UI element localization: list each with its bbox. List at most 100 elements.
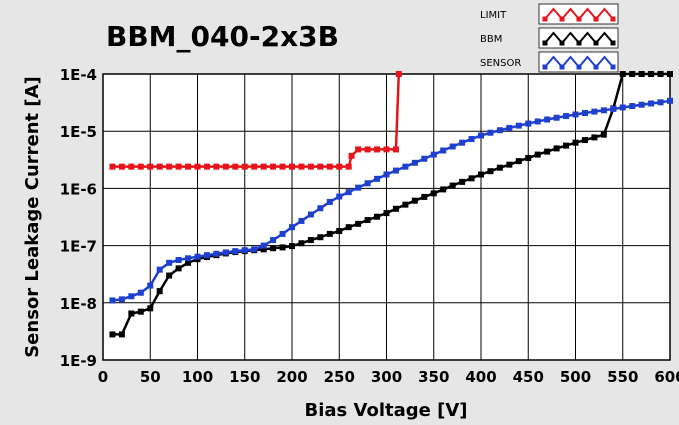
data-point-sensor [506, 124, 513, 131]
x-tick-label: 350 [418, 368, 449, 386]
data-point-sensor [185, 255, 192, 262]
data-point-bbm [449, 182, 456, 189]
x-tick-label: 150 [229, 368, 260, 386]
legend-label-bbm: BBM [480, 34, 502, 45]
data-point-sensor [260, 242, 267, 249]
data-point-sensor [213, 250, 220, 257]
data-point-sensor [298, 217, 305, 224]
data-point-limit [336, 163, 343, 170]
y-tick-label: 1E-8 [60, 295, 97, 313]
data-point-limit [289, 163, 295, 170]
data-point-bbm [326, 230, 333, 237]
x-tick-label: 300 [371, 368, 402, 386]
data-point-sensor [657, 99, 664, 106]
data-point-bbm [459, 178, 466, 185]
data-point-bbm [619, 71, 626, 77]
legend-marker-sensor [610, 64, 616, 70]
data-point-sensor [563, 113, 570, 120]
data-point-sensor [402, 163, 409, 170]
x-tick-label: 450 [513, 368, 544, 386]
data-point-limit [175, 163, 182, 170]
data-point-bbm [402, 201, 409, 208]
data-point-limit [326, 163, 333, 170]
data-point-bbm [289, 243, 295, 250]
legend-marker-sensor [542, 64, 548, 70]
legend-item-sensor: SENSOR [480, 51, 619, 73]
data-point-limit [147, 163, 154, 170]
y-tick-label: 1E-4 [60, 66, 97, 84]
data-point-sensor [289, 224, 295, 231]
data-point-limit [364, 146, 371, 153]
data-point-sensor [600, 107, 607, 114]
data-point-bbm [147, 305, 154, 312]
data-point-bbm [478, 171, 484, 178]
data-point-limit [128, 163, 135, 170]
y-tick-label: 1E-7 [60, 238, 97, 256]
data-point-limit [213, 163, 220, 170]
x-tick-label: 200 [276, 368, 307, 386]
data-point-sensor [525, 120, 532, 127]
data-point-bbm [496, 164, 503, 171]
data-point-limit [137, 163, 144, 170]
data-point-sensor [638, 101, 645, 108]
legend-marker-limit [542, 16, 548, 22]
data-point-bbm [421, 193, 428, 200]
series-limit [109, 71, 402, 170]
data-point-sensor [515, 122, 522, 129]
data-point-sensor [440, 147, 447, 154]
data-point-bbm [336, 227, 343, 234]
y-axis-label: Sensor Leakage Current [A] [22, 76, 43, 358]
data-point-sensor [459, 139, 466, 146]
data-point-sensor [667, 97, 673, 104]
series-layer [109, 71, 673, 338]
data-point-limit [392, 146, 399, 153]
legend-label-limit: LIMIT [480, 10, 507, 21]
data-point-bbm [260, 246, 267, 253]
data-point-sensor [534, 118, 541, 125]
data-point-sensor [175, 257, 182, 264]
data-point-sensor [251, 246, 258, 253]
data-point-sensor [581, 110, 588, 117]
data-point-sensor [326, 198, 333, 205]
data-point-bbm [118, 331, 125, 338]
data-point-limit [118, 163, 125, 170]
data-point-limit [166, 163, 173, 170]
x-tick-label: 400 [465, 368, 496, 386]
data-point-bbm [468, 175, 475, 182]
y-tick-label: 1E-6 [60, 180, 97, 198]
data-point-sensor [317, 205, 324, 212]
data-point-limit [241, 163, 248, 170]
data-point-limit [185, 163, 192, 170]
legend-marker-bbm [593, 40, 599, 46]
data-point-bbm [430, 190, 437, 197]
data-point-limit [109, 163, 116, 170]
data-point-limit [279, 163, 286, 170]
data-point-sensor [619, 104, 626, 111]
data-point-sensor [336, 193, 343, 200]
data-point-sensor [109, 297, 116, 304]
data-point-bbm [591, 134, 598, 141]
data-point-bbm [137, 308, 144, 315]
data-point-bbm [166, 272, 173, 279]
data-point-sensor [392, 167, 399, 174]
data-point-bbm [364, 217, 371, 224]
x-tick-label: 0 [98, 368, 108, 386]
legend-marker-limit [559, 16, 565, 22]
data-point-sensor [166, 259, 173, 266]
data-point-sensor [203, 252, 210, 259]
x-tick-label: 600 [654, 368, 679, 386]
data-point-sensor [478, 132, 484, 139]
data-point-sensor [194, 253, 201, 260]
legend-marker-bbm [610, 40, 616, 46]
data-point-limit [222, 163, 229, 170]
data-point-sensor [222, 249, 229, 256]
data-point-sensor [147, 282, 154, 289]
data-point-bbm [345, 224, 352, 231]
data-point-bbm [657, 71, 664, 77]
data-point-sensor [345, 189, 352, 196]
data-point-sensor [629, 103, 636, 110]
data-point-sensor [610, 105, 617, 112]
data-point-limit [383, 146, 390, 153]
data-point-bbm [563, 142, 570, 149]
series-sensor [109, 97, 673, 304]
